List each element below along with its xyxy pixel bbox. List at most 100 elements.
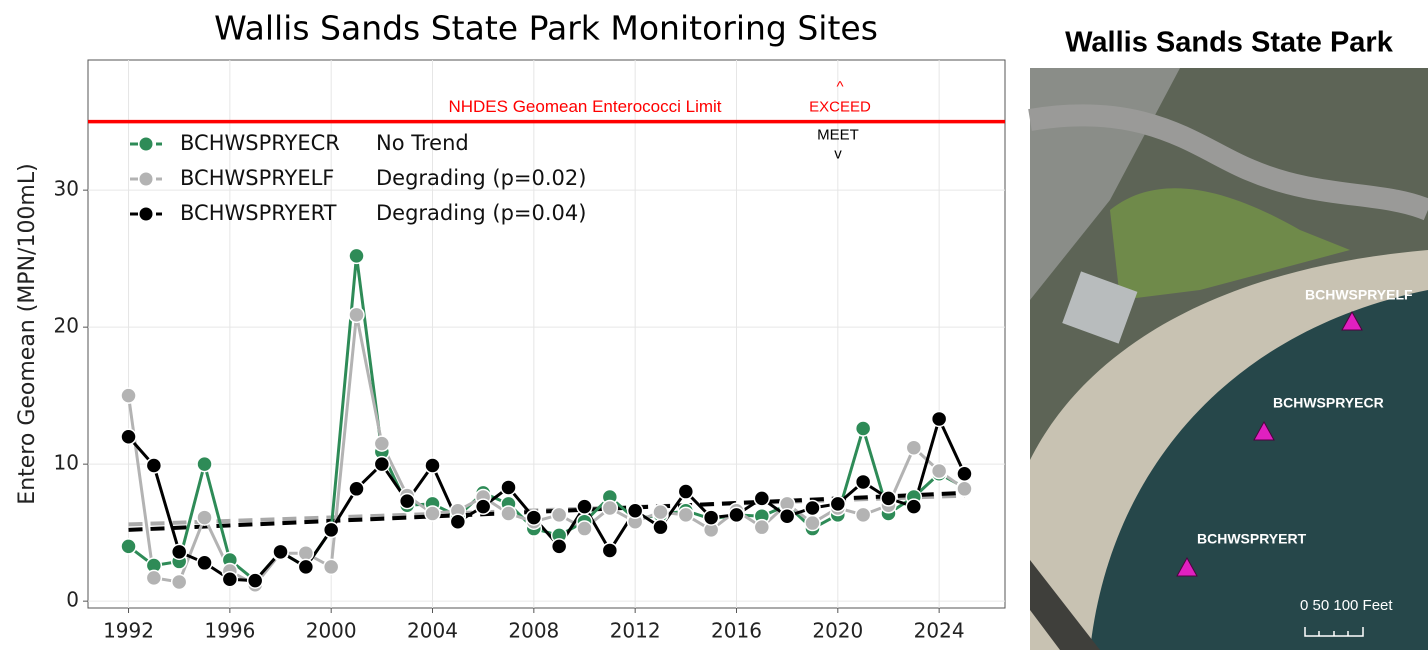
data-point <box>576 520 593 537</box>
data-point <box>474 498 492 515</box>
x-tick-label: 2020 <box>812 619 863 643</box>
y-tick-label: 30 <box>54 177 79 201</box>
data-point <box>120 428 137 445</box>
data-point <box>196 455 213 473</box>
meet-label: MEET <box>817 127 859 144</box>
data-point <box>145 457 163 474</box>
data-point <box>601 499 619 517</box>
data-point <box>652 503 669 521</box>
scale-bar <box>1304 627 1364 637</box>
data-point <box>348 306 365 324</box>
data-point <box>120 538 137 555</box>
data-point <box>272 543 289 561</box>
data-point <box>322 521 340 539</box>
data-point <box>601 542 619 559</box>
data-point <box>449 513 467 530</box>
data-point <box>804 514 821 532</box>
map: Wallis Sands State Park BCHWSPRYELF BCHW… <box>1028 27 1428 650</box>
legend-label: BCHWSPRYERT <box>180 201 337 225</box>
legend-trend: No Trend <box>376 131 469 155</box>
data-point <box>500 479 517 496</box>
data-point <box>550 538 568 555</box>
data-point <box>677 483 695 500</box>
data-point <box>322 558 340 576</box>
data-point <box>753 490 771 507</box>
data-point <box>854 506 872 524</box>
y-tick-label: 20 <box>54 314 79 338</box>
legend-label: BCHWSPRYELF <box>180 166 334 190</box>
site-label: BCHWSPRYERT <box>1197 531 1307 547</box>
data-point <box>804 499 821 517</box>
data-point <box>424 505 441 522</box>
data-point <box>905 439 923 456</box>
data-point <box>373 435 391 452</box>
exceed-arrow: ^ <box>836 79 843 96</box>
site-label: BCHWSPRYECR <box>1273 395 1384 411</box>
lawn <box>1110 188 1350 300</box>
data-point <box>854 420 872 437</box>
site-marker <box>1253 420 1275 441</box>
site-marker <box>1176 556 1198 577</box>
data-point <box>297 558 315 576</box>
site-marker <box>1341 310 1363 331</box>
scale-label: 0 50 100 Feet <box>1300 597 1393 614</box>
legend-swatch <box>139 137 153 151</box>
site-label: BCHWSPRYELF <box>1305 287 1413 303</box>
data-point <box>550 506 568 524</box>
data-point <box>221 570 239 588</box>
data-point <box>626 502 644 519</box>
data-point <box>753 518 771 536</box>
data-point <box>170 573 188 591</box>
legend-trend: Degrading (p=0.02) <box>376 166 586 190</box>
x-tick-label: 2016 <box>711 619 762 643</box>
data-point <box>854 473 872 491</box>
data-point <box>778 507 796 525</box>
y-tick-label: 0 <box>66 588 79 612</box>
data-point <box>880 490 897 507</box>
meet-arrow: v <box>834 146 842 163</box>
y-tick-label: 10 <box>54 451 79 475</box>
chart-title: Wallis Sands State Park Monitoring Sites <box>214 9 878 48</box>
data-point <box>348 247 365 265</box>
data-point <box>196 509 213 526</box>
data-point <box>728 506 745 524</box>
x-tick-label: 2004 <box>407 619 458 643</box>
legend-swatch <box>139 207 153 221</box>
data-point <box>956 480 973 498</box>
data-point <box>348 480 365 498</box>
trend-line <box>128 490 965 532</box>
data-point <box>930 410 948 428</box>
map-title: Wallis Sands State Park <box>1065 27 1394 59</box>
data-point <box>525 509 543 526</box>
road <box>1028 104 1428 221</box>
data-point <box>677 506 695 524</box>
data-point <box>120 387 137 404</box>
x-tick-label: 2008 <box>508 619 559 643</box>
data-point <box>297 544 315 562</box>
data-point <box>398 492 416 510</box>
data-point <box>196 554 213 572</box>
data-point <box>576 498 593 515</box>
data-point <box>905 498 923 515</box>
series-line <box>127 414 966 583</box>
x-tick-label: 2000 <box>306 619 357 643</box>
x-tick-label: 2012 <box>610 619 661 643</box>
data-point <box>246 572 264 589</box>
data-point <box>373 455 391 473</box>
ocean <box>1090 290 1428 650</box>
data-point <box>424 457 441 474</box>
data-point <box>170 543 188 561</box>
jetty <box>1030 560 1100 650</box>
limit-label: NHDES Geomean Enterococci Limit <box>448 97 721 116</box>
legend-label: BCHWSPRYECR <box>180 131 340 155</box>
data-point <box>145 569 163 587</box>
data-point <box>956 465 973 482</box>
series-line <box>127 314 966 587</box>
x-tick-label: 1992 <box>103 619 154 643</box>
data-point <box>930 462 948 480</box>
x-tick-label: 1996 <box>204 619 255 643</box>
y-axis-label: Entero Geomean (MPN/100mL) <box>15 163 40 504</box>
exceed-label: EXCEED <box>809 99 871 116</box>
data-point <box>829 495 847 513</box>
